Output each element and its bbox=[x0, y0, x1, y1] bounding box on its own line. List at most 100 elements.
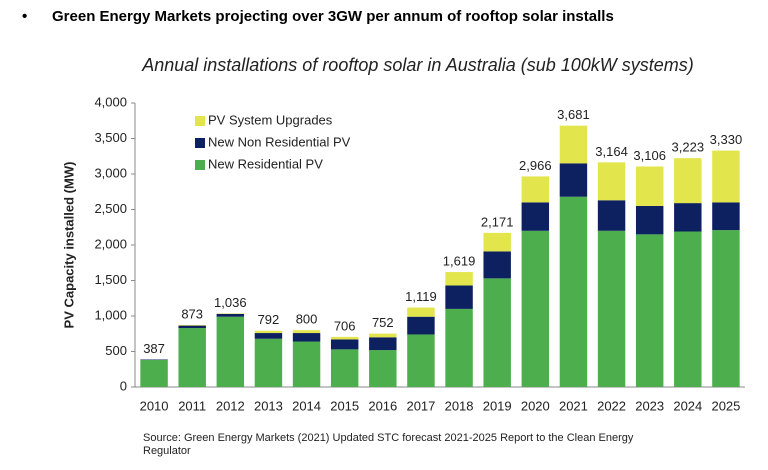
bar-segment bbox=[597, 230, 626, 387]
legend-swatch bbox=[195, 160, 205, 170]
bar-segment bbox=[369, 333, 397, 338]
total-label: 1,619 bbox=[443, 253, 476, 268]
x-tick-label: 2011 bbox=[178, 398, 206, 413]
bar-segment bbox=[674, 158, 702, 204]
y-tick-label: 3,000 bbox=[94, 165, 127, 180]
total-label: 873 bbox=[181, 306, 203, 321]
bar-segment bbox=[445, 308, 473, 387]
bar-segment bbox=[292, 333, 321, 342]
chart-title: Annual installations of rooftop solar in… bbox=[141, 55, 694, 75]
bar-segment bbox=[178, 325, 206, 329]
y-tick-label: 2,000 bbox=[94, 236, 127, 251]
total-label: 3,330 bbox=[710, 132, 743, 147]
bullet-dot: • bbox=[22, 8, 28, 25]
total-label: 792 bbox=[258, 312, 280, 327]
bar-segment bbox=[216, 313, 245, 317]
total-label: 387 bbox=[143, 341, 165, 356]
total-label: 706 bbox=[334, 318, 356, 333]
legend-label: PV System Upgrades bbox=[208, 112, 333, 127]
slide-heading: • Green Energy Markets projecting over 3G… bbox=[22, 8, 614, 25]
bar-segment bbox=[483, 232, 511, 252]
y-tick-label: 2,500 bbox=[94, 201, 127, 216]
legend-label: New Residential PV bbox=[208, 156, 323, 171]
bar-segment bbox=[254, 338, 283, 387]
bar-segment bbox=[712, 150, 740, 203]
y-tick-label: 1,500 bbox=[94, 272, 127, 287]
x-tick-label: 2023 bbox=[635, 398, 664, 413]
bar-segment bbox=[369, 350, 397, 387]
bar-segment bbox=[178, 328, 206, 387]
x-tick-label: 2015 bbox=[330, 398, 359, 413]
heading-text: Green Energy Markets projecting over 3GW… bbox=[52, 8, 614, 25]
bar-segment bbox=[559, 196, 588, 387]
x-tick-label: 2013 bbox=[254, 398, 283, 413]
bar-segment bbox=[521, 202, 550, 231]
y-tick-label: 1,000 bbox=[94, 307, 127, 322]
bar-segment bbox=[330, 339, 359, 350]
y-axis-label: PV Capacity installed (MW) bbox=[61, 162, 76, 329]
y-tick-label: 3,500 bbox=[94, 130, 127, 145]
bar-segment bbox=[635, 166, 664, 206]
bar-segment bbox=[254, 333, 283, 339]
bar-segment bbox=[559, 163, 588, 197]
total-label: 2,171 bbox=[481, 214, 514, 229]
total-label: 3,223 bbox=[672, 140, 705, 155]
bar-segment bbox=[559, 125, 588, 164]
x-tick-label: 2018 bbox=[445, 398, 474, 413]
total-label: 752 bbox=[372, 315, 394, 330]
bar-segment bbox=[178, 325, 206, 326]
bar-segment bbox=[597, 200, 626, 231]
y-tick-label: 0 bbox=[120, 378, 127, 393]
bar-segment bbox=[712, 202, 740, 231]
bar-segment bbox=[445, 285, 473, 309]
bar-segment bbox=[407, 316, 435, 335]
bar-segment bbox=[597, 162, 626, 201]
x-tick-label: 2025 bbox=[711, 398, 740, 413]
bar-segment bbox=[407, 334, 435, 387]
bar-segment bbox=[407, 307, 435, 317]
legend-swatch bbox=[195, 116, 205, 126]
x-tick-label: 2014 bbox=[292, 398, 321, 413]
x-tick-label: 2019 bbox=[483, 398, 512, 413]
bar-segment bbox=[254, 330, 283, 334]
x-tick-label: 2020 bbox=[521, 398, 550, 413]
x-tick-label: 2016 bbox=[368, 398, 397, 413]
bar-segment bbox=[292, 341, 321, 387]
x-tick-label: 2012 bbox=[216, 398, 245, 413]
bar-segment bbox=[140, 360, 168, 387]
source-note: Source: Green Energy Markets (2021) Upda… bbox=[143, 432, 634, 457]
total-label: 2,966 bbox=[519, 158, 552, 173]
total-label: 3,106 bbox=[633, 148, 666, 163]
total-label: 1,119 bbox=[405, 289, 437, 304]
total-label: 800 bbox=[296, 312, 318, 327]
bar-segment bbox=[635, 234, 664, 387]
bar-segment bbox=[445, 272, 473, 286]
x-tick-label: 2024 bbox=[673, 398, 702, 413]
bar-segment bbox=[483, 251, 511, 279]
bar-segment bbox=[292, 330, 321, 334]
bar-segment bbox=[521, 176, 550, 203]
total-label: 3,164 bbox=[595, 144, 628, 159]
legend-swatch bbox=[195, 138, 205, 148]
bar-segment bbox=[521, 230, 550, 387]
bar-segment bbox=[674, 231, 702, 387]
x-tick-label: 2021 bbox=[559, 398, 588, 413]
bar-segment bbox=[635, 205, 664, 235]
bar-segment bbox=[369, 337, 397, 351]
x-tick-label: 2010 bbox=[140, 398, 169, 413]
y-tick-label: 4,000 bbox=[94, 94, 127, 109]
y-tick-label: 500 bbox=[105, 343, 127, 358]
bar-segment bbox=[330, 349, 359, 387]
total-label: 3,681 bbox=[557, 107, 590, 122]
legend-label: New Non Residential PV bbox=[208, 134, 351, 149]
bar-segment bbox=[674, 203, 702, 232]
chart: Annual installations of rooftop solar in… bbox=[61, 55, 745, 413]
x-tick-label: 2017 bbox=[406, 398, 435, 413]
x-tick-label: 2022 bbox=[597, 398, 626, 413]
bar-segment bbox=[712, 230, 740, 387]
bar-segment bbox=[330, 336, 359, 340]
bar-segment bbox=[483, 278, 511, 387]
bar-segment bbox=[216, 316, 245, 387]
total-label: 1,036 bbox=[214, 295, 247, 310]
